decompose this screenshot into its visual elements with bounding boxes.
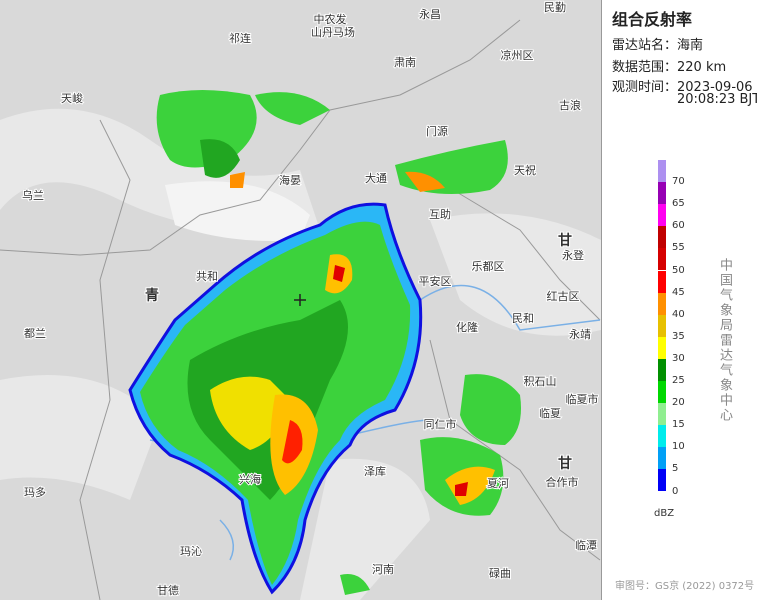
place-label: 民勤 <box>544 1 566 14</box>
lake <box>165 181 310 241</box>
place-label: 永昌 <box>419 7 441 21</box>
place-label: 大通 <box>365 171 387 185</box>
place-label: 共和 <box>196 270 218 283</box>
place-label: 山丹马场 <box>311 25 355 39</box>
place-label: 红古区 <box>547 290 580 303</box>
legend-swatch <box>658 182 666 205</box>
agency-text: 中国气象局雷达气象中心 <box>717 258 732 423</box>
time-value: 20:08:23 BJT <box>677 92 757 107</box>
legend-swatch <box>658 469 666 492</box>
place-label: 互助 <box>429 207 451 221</box>
legend-swatch <box>658 226 666 249</box>
legend-swatch <box>658 248 666 271</box>
legend-swatch <box>658 270 666 293</box>
range-row: 数据范围：220 km <box>612 56 726 75</box>
legend-label: 50 <box>672 264 685 276</box>
legend-swatch <box>658 425 666 448</box>
place-label: 永登 <box>562 248 584 262</box>
legend-label: 25 <box>672 375 685 386</box>
place-label: 平安区 <box>419 274 452 288</box>
place-label: 兴海 <box>239 472 261 486</box>
legend-label: 0 <box>672 485 679 497</box>
legend-label: 70 <box>672 176 685 188</box>
place-label: 乐都区 <box>472 260 505 273</box>
place-label: 碌曲 <box>489 567 511 580</box>
place-label: 乌兰 <box>22 188 44 202</box>
place-label: 天祝 <box>514 163 536 177</box>
legend-label: 20 <box>672 397 685 409</box>
legend-label: 5 <box>672 463 679 475</box>
place-label: 临夏 <box>539 406 561 420</box>
place-label: 天峻 <box>61 91 83 105</box>
radar-echo <box>128 90 521 595</box>
title: 组合反射率 <box>612 10 693 29</box>
station-row: 雷达站名：海南 <box>612 34 703 53</box>
place-label: 化隆 <box>456 320 478 334</box>
place-label: 泽库 <box>364 465 386 478</box>
place-label: 中农发 <box>314 12 347 26</box>
legend-swatch <box>658 381 666 404</box>
place-label: 临潭 <box>575 538 597 552</box>
legend-swatch <box>658 336 666 359</box>
place-label: 海晏 <box>279 173 301 187</box>
approval-number: 审图号：GS京 (2022) 0372号 <box>615 581 755 592</box>
place-label: 河南 <box>372 563 394 576</box>
place-label: 同仁市 <box>424 417 457 431</box>
boundaries <box>0 19 601 600</box>
legend-unit: dBZ <box>654 508 675 519</box>
place-label: 甘 <box>558 232 572 249</box>
legend-swatch <box>658 358 666 381</box>
legend-label: 65 <box>672 198 685 210</box>
value: 220 km <box>677 60 727 75</box>
time-row: 观测时间：2023-09-06 <box>612 76 753 95</box>
place-label: 合作市 <box>546 475 579 489</box>
legend-label: 55 <box>672 242 685 254</box>
legend-label: 40 <box>672 308 685 320</box>
radar-site <box>294 294 306 306</box>
place-label: 夏河 <box>487 477 509 490</box>
place-label: 甘 <box>558 455 572 472</box>
legend-swatch <box>658 160 666 183</box>
place-label: 肃南 <box>394 56 416 69</box>
place-label: 祁连 <box>229 31 251 45</box>
place-label: 门源 <box>426 124 448 138</box>
label: 数据范围： <box>612 60 678 75</box>
legend-label: 60 <box>672 220 685 232</box>
place-label: 玛沁 <box>180 545 202 558</box>
place-label: 都兰 <box>24 327 46 340</box>
place-label: 凉州区 <box>501 48 534 62</box>
legend-swatch <box>658 292 666 315</box>
place-label: 民和 <box>512 312 534 325</box>
legend-swatch <box>658 314 666 337</box>
legend-label: 10 <box>672 441 685 453</box>
legend-label: 30 <box>672 352 685 364</box>
place-label: 玛多 <box>24 485 46 499</box>
place-label: 积石山 <box>524 375 557 388</box>
legend-swatch <box>658 204 666 227</box>
info-panel: 组合反射率 雷达站名：海南 数据范围：220 km 观测时间：2023-09-0… <box>601 0 757 600</box>
place-label: 临夏市 <box>566 392 599 406</box>
place-label: 青 <box>145 287 159 304</box>
place-label: 古浪 <box>559 98 581 112</box>
legend-swatch <box>658 403 666 426</box>
place-label: 永靖 <box>569 327 591 341</box>
value: 海南 <box>677 38 704 53</box>
place-label: 甘德 <box>157 583 179 597</box>
legend-label: 15 <box>672 419 685 431</box>
legend-label: 35 <box>672 330 685 342</box>
legend-swatch <box>658 447 666 470</box>
label: 雷达站名： <box>612 38 678 53</box>
legend-label: 45 <box>672 286 685 298</box>
value: 2023-09-06 <box>677 80 753 95</box>
label: 观测时间： <box>612 80 678 95</box>
